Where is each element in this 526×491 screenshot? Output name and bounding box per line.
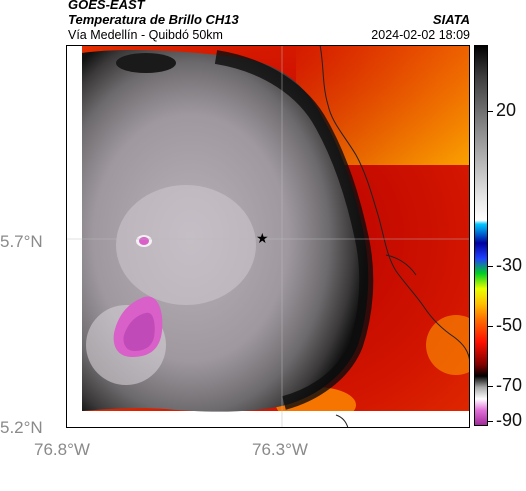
colorbar-fill <box>474 45 488 426</box>
colorbar-tick-mark <box>488 266 493 267</box>
coldest-core-small <box>139 237 149 245</box>
colorbar-tick-mark <box>488 326 493 327</box>
title-product: Temperatura de Brillo CH13 <box>68 12 239 27</box>
political-boundary <box>319 45 470 428</box>
lat-label: 5.7°N <box>0 232 43 251</box>
colorbar-tick-label: 20 <box>496 100 517 120</box>
colorbar-tick-label: -70 <box>496 375 523 395</box>
colorbar-tick-label: -90 <box>496 410 523 430</box>
title-satellite: GOES-EAST <box>68 0 145 12</box>
warm-highlight-se <box>426 315 470 375</box>
lon-label: 76.8°W <box>34 440 90 459</box>
datetime-label: 2024-02-02 18:09 <box>371 28 470 42</box>
title-region: Vía Medellín - Quibdó 50km <box>68 28 223 42</box>
colorbar-tick-mark <box>488 111 493 112</box>
colorbar-tick-mark <box>488 386 493 387</box>
colorbar <box>474 45 488 426</box>
lon-label: 76.3°W <box>252 440 308 459</box>
no-data-bottom <box>66 411 470 428</box>
brightness-temperature-map: ★ <box>66 45 470 428</box>
colorbar-tick-mark <box>488 421 493 422</box>
cloud-light-patch <box>116 185 256 305</box>
organization-label: SIATA <box>432 12 470 27</box>
colorbar-tick-label: -30 <box>496 255 523 275</box>
colorbar-tick-label: -50 <box>496 315 523 335</box>
no-data-left <box>66 45 82 428</box>
coldest-core-large-inner <box>123 312 155 351</box>
cloud-top-dark <box>116 53 176 73</box>
cloud-dark-rim <box>214 50 374 410</box>
map-frame <box>66 45 470 428</box>
lat-label: 5.2°N <box>0 418 43 437</box>
star-icon: ★ <box>256 231 269 247</box>
